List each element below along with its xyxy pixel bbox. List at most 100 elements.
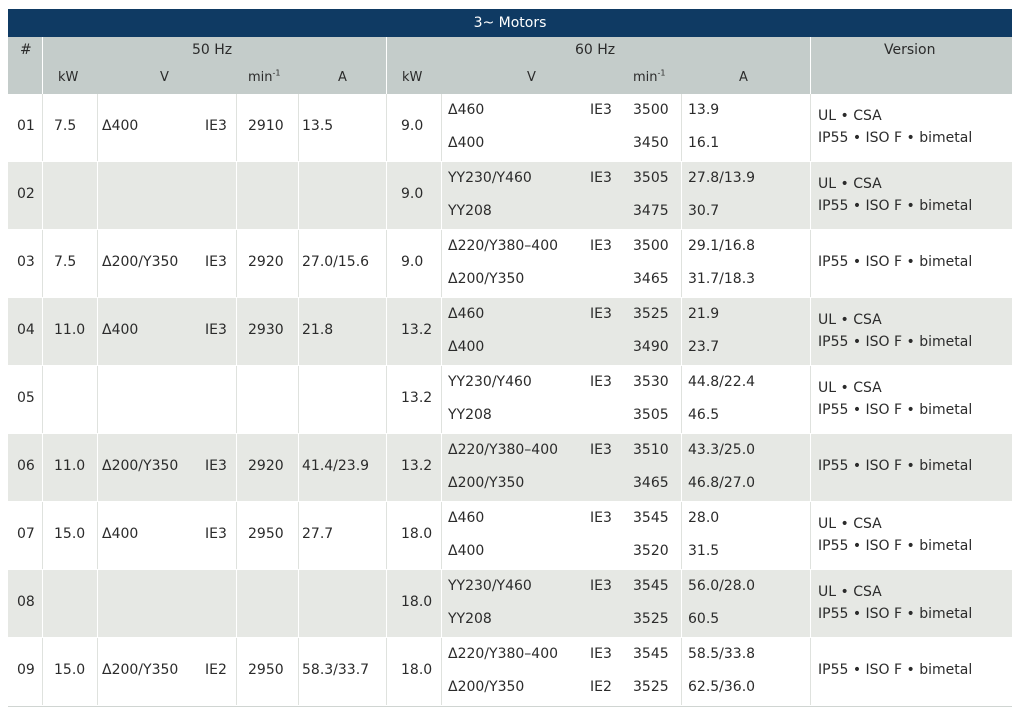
table-body: 01 7.5 Δ400 IE3 2910 13.5 9.0 Δ460 IE3 3500 13.9 Δ4… [8, 94, 1012, 707]
efficiency-50hz: IE3 [205, 526, 227, 542]
version-line-1: UL • CSA [818, 584, 882, 600]
header-v-50: V [160, 70, 169, 85]
column-divider [441, 434, 442, 501]
speed-50hz: 2930 [248, 322, 284, 338]
voltage-60hz-a: Δ220/Y380–400 [448, 646, 559, 662]
column-divider [42, 570, 43, 637]
column-divider [298, 230, 299, 297]
column-divider [298, 94, 299, 161]
speed-50hz: 2910 [248, 118, 284, 134]
speed-60hz-a: 3545 [633, 510, 669, 526]
voltage-50hz: Δ400 [102, 118, 139, 134]
voltage-50hz: Δ200/Y350 [102, 458, 179, 474]
current-60hz-b: 31.5 [688, 543, 720, 559]
current-60hz-a: 43.3/25.0 [688, 442, 756, 458]
header-version: Version [884, 42, 936, 58]
version-line-2: IP55 • ISO F • bimetal [818, 606, 973, 622]
column-divider [42, 434, 43, 501]
voltage-60hz-a: Δ460 [448, 306, 485, 322]
voltage-50hz: Δ400 [102, 526, 139, 542]
column-divider [236, 162, 237, 229]
kw-50hz: 15.0 [54, 526, 86, 542]
column-divider [386, 230, 387, 297]
kw-50hz: 15.0 [54, 662, 86, 678]
efficiency-50hz: IE3 [205, 254, 227, 270]
column-divider [681, 502, 682, 569]
voltage-60hz-b: Δ400 [448, 135, 485, 151]
efficiency-60hz-a: IE3 [590, 102, 612, 118]
header-a-50: A [338, 70, 347, 85]
current-60hz-b: 60.5 [688, 611, 720, 627]
voltage-60hz-a: YY230/Y460 [448, 374, 532, 390]
column-divider [298, 570, 299, 637]
column-divider [42, 230, 43, 297]
table-row: 03 7.5 Δ200/Y350 IE3 2920 27.0/15.6 9.0 Δ220/Y3… [8, 230, 1012, 298]
speed-60hz-b: 3490 [633, 339, 669, 355]
column-divider [97, 502, 98, 569]
kw-60hz: 18.0 [401, 594, 433, 610]
efficiency-60hz-a: IE3 [590, 306, 612, 322]
current-60hz-a: 13.9 [688, 102, 720, 118]
version-line-2: IP55 • ISO F • bimetal [818, 538, 973, 554]
current-60hz-a: 21.9 [688, 306, 720, 322]
version-line-2: IP55 • ISO F • bimetal [818, 402, 973, 418]
kw-60hz: 18.0 [401, 526, 433, 542]
column-divider [810, 162, 811, 229]
voltage-60hz-a: Δ460 [448, 102, 485, 118]
header-a-60: A [739, 70, 748, 85]
speed-60hz-b: 3505 [633, 407, 669, 423]
kw-50hz: 7.5 [54, 118, 77, 134]
version-line-1: UL • CSA [818, 176, 882, 192]
speed-50hz: 2950 [248, 662, 284, 678]
column-divider [298, 366, 299, 433]
column-divider [97, 230, 98, 297]
header-num: # [20, 42, 32, 58]
current-60hz-b: 62.5/36.0 [688, 679, 756, 695]
row-number: 04 [17, 322, 35, 338]
column-divider [810, 638, 811, 705]
column-divider [236, 94, 237, 161]
current-50hz: 21.8 [302, 322, 334, 338]
kw-60hz: 13.2 [401, 322, 433, 338]
column-divider [681, 434, 682, 501]
speed-60hz-a: 3545 [633, 578, 669, 594]
column-divider [298, 298, 299, 365]
voltage-60hz-b: YY208 [448, 407, 492, 423]
column-divider [236, 434, 237, 501]
voltage-60hz-a: Δ220/Y380–400 [448, 442, 559, 458]
column-divider [441, 230, 442, 297]
column-divider [441, 298, 442, 365]
speed-60hz-b: 3465 [633, 271, 669, 287]
table-row: 02 9.0 YY230/Y460 IE3 3505 27.8/13.9 YY208 3475… [8, 162, 1012, 230]
speed-60hz-b: 3465 [633, 475, 669, 491]
current-50hz: 27.0/15.6 [302, 254, 370, 270]
column-divider [681, 162, 682, 229]
header-kw-50: kW [58, 70, 79, 85]
table-header: # 50 Hz 60 Hz Version kW V min-1 A kW V … [8, 37, 1012, 94]
column-divider [97, 570, 98, 637]
table-row: 01 7.5 Δ400 IE3 2910 13.5 9.0 Δ460 IE3 3500 13.9 Δ4… [8, 94, 1012, 162]
column-divider [810, 94, 811, 161]
kw-60hz: 9.0 [401, 186, 424, 202]
speed-60hz-b: 3525 [633, 611, 669, 627]
voltage-50hz: Δ400 [102, 322, 139, 338]
current-60hz-b: 30.7 [688, 203, 720, 219]
efficiency-60hz-a: IE3 [590, 510, 612, 526]
current-60hz-b: 23.7 [688, 339, 720, 355]
column-divider [42, 638, 43, 705]
table-row: 05 13.2 YY230/Y460 IE3 3530 44.8/22.4 YY208 350… [8, 366, 1012, 434]
column-divider [42, 162, 43, 229]
column-divider [97, 298, 98, 365]
table-row: 04 11.0 Δ400 IE3 2930 21.8 13.2 Δ460 IE3 3525 21.9… [8, 298, 1012, 366]
version-line-2: IP55 • ISO F • bimetal [818, 198, 973, 214]
voltage-60hz-b: Δ400 [448, 543, 485, 559]
current-50hz: 41.4/23.9 [302, 458, 370, 474]
column-divider [441, 94, 442, 161]
column-divider [236, 570, 237, 637]
voltage-60hz-a: Δ460 [448, 510, 485, 526]
speed-60hz-a: 3505 [633, 170, 669, 186]
current-60hz-b: 31.7/18.3 [688, 271, 756, 287]
current-60hz-a: 28.0 [688, 510, 720, 526]
kw-50hz: 7.5 [54, 254, 77, 270]
speed-50hz: 2920 [248, 254, 284, 270]
